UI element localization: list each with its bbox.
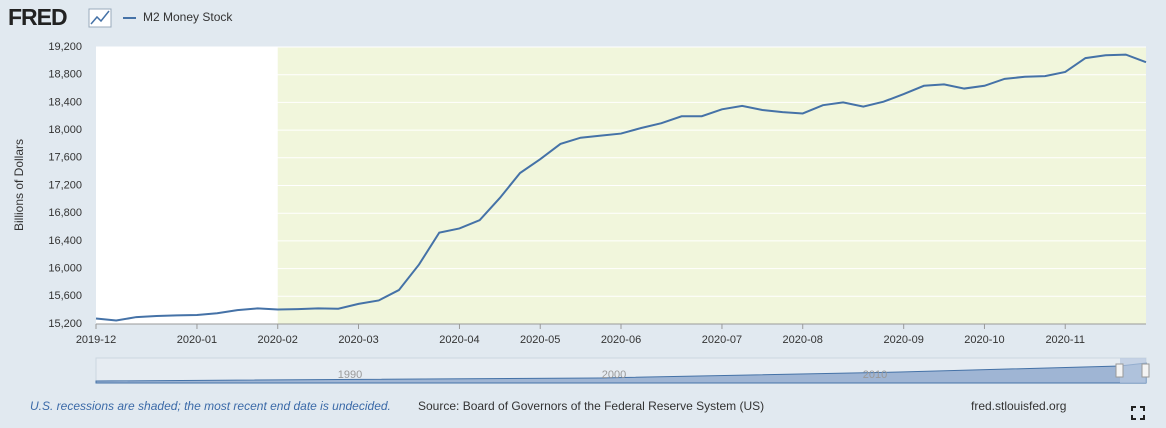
y-tick-label: 16,000 (48, 263, 82, 275)
y-tick-label: 16,400 (48, 235, 82, 247)
source-note: Source: Board of Governors of the Federa… (418, 399, 764, 413)
legend-label: M2 Money Stock (143, 10, 233, 24)
x-tick-label: 2020-04 (439, 334, 479, 346)
x-tick-label: 2019-12 (76, 334, 116, 346)
navigator-label: 2000 (602, 369, 626, 381)
fullscreen-button[interactable] (1131, 406, 1145, 420)
logo-icon (88, 8, 112, 28)
y-tick-label: 16,800 (48, 207, 82, 219)
y-tick-label: 18,800 (48, 69, 82, 81)
series-line (95, 53, 1147, 322)
y-tick-label: 17,200 (48, 179, 82, 191)
x-tick-label: 2020-06 (601, 334, 641, 346)
site-link[interactable]: fred.stlouisfed.org (971, 399, 1066, 413)
y-tick-label: 15,200 (48, 318, 82, 330)
y-tick-label: 19,200 (48, 41, 82, 53)
x-tick-label: 2020-02 (258, 334, 298, 346)
y-axis-label: Billions of Dollars (12, 139, 26, 231)
x-tick-label: 2020-01 (177, 334, 217, 346)
x-tick-label: 2020-11 (1045, 334, 1085, 346)
x-tick-label: 2020-07 (702, 334, 742, 346)
x-tick-label: 2020-08 (783, 334, 823, 346)
x-tick-label: 2020-10 (964, 334, 1004, 346)
logo: FRED (8, 4, 67, 30)
y-tick-label: 18,400 (48, 96, 82, 108)
x-tick-label: 2020-09 (884, 334, 924, 346)
navigator-label: 1990 (338, 369, 362, 381)
navigator-label: 2010 (863, 369, 887, 381)
x-tick-label: 2020-05 (520, 334, 560, 346)
x-tick-label: 2020-03 (338, 334, 378, 346)
y-tick-label: 18,000 (48, 124, 82, 136)
recession-note: U.S. recessions are shaded; the most rec… (30, 399, 391, 413)
navigator (95, 357, 1150, 384)
y-tick-label: 17,600 (48, 152, 82, 164)
y-tick-label: 15,600 (48, 290, 82, 302)
